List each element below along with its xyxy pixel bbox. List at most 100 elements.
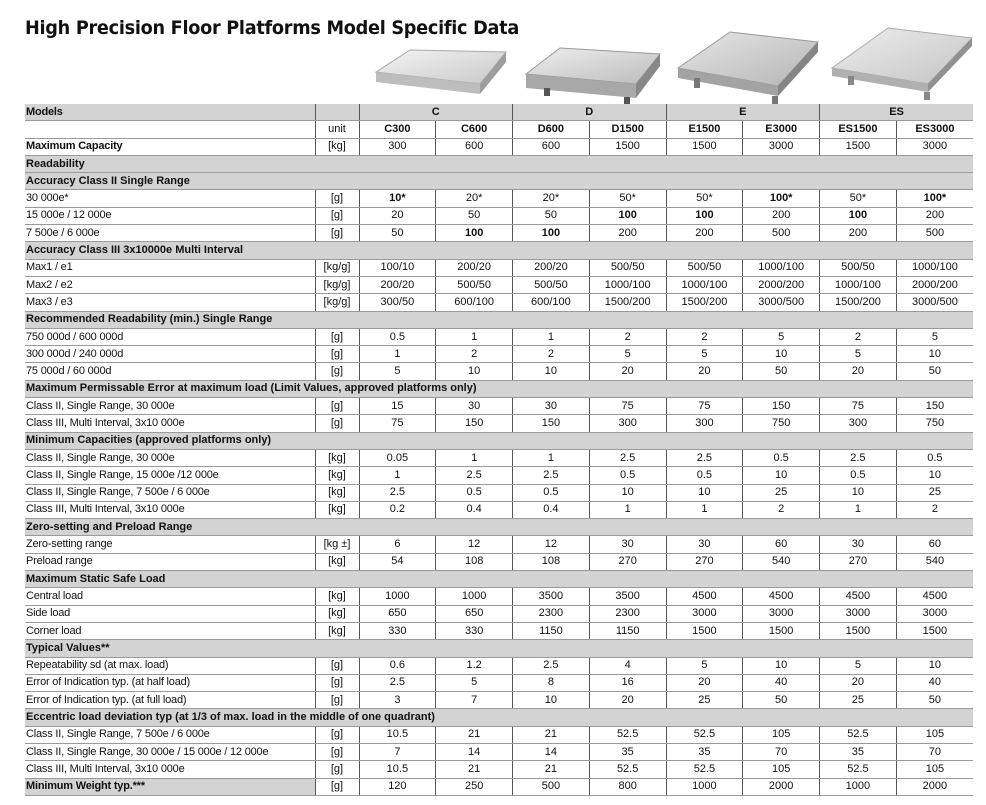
cell-value: 2 bbox=[665, 328, 743, 347]
cell-value: 100/10 bbox=[358, 259, 436, 277]
cell-value: 1 bbox=[435, 449, 513, 468]
table-row: Class II, Single Range, 30 000e [g] 15 30 30… bbox=[25, 397, 974, 416]
model-name: C600 bbox=[435, 120, 513, 139]
cell-value: 25 bbox=[895, 484, 974, 502]
cell-value: 5 bbox=[665, 345, 743, 364]
cell-value: 10.5 bbox=[358, 760, 436, 779]
row-unit: [g] bbox=[314, 362, 359, 381]
cell-value: 6 bbox=[358, 535, 436, 554]
cell-value: 100* bbox=[895, 189, 974, 208]
cell-value: 5 bbox=[358, 362, 436, 381]
cell-value: 30 bbox=[665, 535, 743, 554]
row-unit: [g] bbox=[314, 760, 359, 779]
cell-value: 1.2 bbox=[435, 657, 513, 675]
cell-value: 540 bbox=[895, 553, 974, 572]
row-label: Maximum Capacity bbox=[25, 138, 315, 156]
models-label: Models bbox=[25, 104, 315, 122]
cell-value: 52.5 bbox=[665, 726, 743, 744]
cell-value: 1 bbox=[435, 328, 513, 347]
cell-value: 750 bbox=[895, 414, 974, 433]
cell-value: 0.4 bbox=[435, 501, 513, 520]
section-heading: Recommended Readability (min.) Single Ra… bbox=[25, 311, 974, 329]
cell-value: 3000 bbox=[742, 138, 820, 156]
cell-value: 600 bbox=[512, 138, 590, 156]
cell-value: 500/50 bbox=[435, 276, 513, 295]
cell-value: 75 bbox=[819, 397, 897, 416]
cell-value: 750 bbox=[742, 414, 820, 433]
cell-value: 100* bbox=[742, 189, 820, 208]
min-weight-row: Minimum Weight typ.*** [g] 120 250 500 800 100… bbox=[25, 778, 974, 796]
row-label: Class II, Single Range, 15 000e /12 000e bbox=[25, 466, 315, 485]
cell-value: 2.5 bbox=[512, 657, 590, 675]
cell-value: 5 bbox=[435, 674, 513, 693]
cell-value: 30 bbox=[819, 535, 897, 554]
cell-value: 20 bbox=[665, 362, 743, 381]
cell-value: 3000/500 bbox=[895, 293, 974, 312]
row-label: 75 000d / 60 000d bbox=[25, 362, 315, 381]
cell-value: 8 bbox=[512, 674, 590, 693]
row-label: Class II, Single Range, 7 500e / 6 000e bbox=[25, 726, 315, 744]
cell-value: 0.4 bbox=[512, 501, 590, 520]
table-row: 75 000d / 60 000d [g] 5 10 10 20 20 50 20 50 bbox=[25, 362, 974, 381]
model-name: D1500 bbox=[588, 120, 667, 139]
cell-value: 2000/200 bbox=[742, 276, 820, 295]
table-row: Side load [kg] 650 650 2300 2300 3000 3000 3000 3… bbox=[25, 605, 974, 623]
row-label: 30 000e* bbox=[25, 189, 315, 208]
cell-value: 2.5 bbox=[512, 466, 590, 485]
cell-value: 150 bbox=[512, 414, 590, 433]
row-label: Class II, Single Range, 30 000e / 15 000… bbox=[25, 743, 315, 762]
cell-value: 300 bbox=[819, 414, 897, 433]
cell-value: 21 bbox=[435, 726, 513, 744]
cell-value: 1500 bbox=[742, 622, 820, 641]
model-names-blank bbox=[25, 120, 315, 139]
table-row: Max1 / e1 [kg/g] 100/10 200/20 200/20 500/50 5… bbox=[25, 259, 974, 277]
cell-value: 75 bbox=[358, 414, 436, 433]
cell-value: 100 bbox=[435, 224, 513, 243]
table-row: Max2 / e2 [kg/g] 200/20 500/50 500/50 1000/10… bbox=[25, 276, 974, 295]
section-heading-row: Typical Values** bbox=[25, 639, 974, 658]
cell-value: 30 bbox=[588, 535, 667, 554]
cell-value: 0.5 bbox=[358, 328, 436, 347]
row-unit: [g] bbox=[314, 726, 359, 744]
cell-value: 1500 bbox=[895, 622, 974, 641]
cell-value: 50 bbox=[895, 362, 974, 381]
row-label: Error of Indication typ. (at half load) bbox=[25, 674, 315, 693]
cell-value: 40 bbox=[742, 674, 820, 693]
unit-header: unit bbox=[314, 120, 359, 139]
cell-value: 1500 bbox=[665, 622, 743, 641]
table-row: Central load [kg] 1000 1000 3500 3500 4500 4500… bbox=[25, 587, 974, 606]
row-label: Error of Indication typ. (at full load) bbox=[25, 691, 315, 710]
section-heading-row: Accuracy Class III 3x10000e Multi Interv… bbox=[25, 241, 974, 260]
cell-value: 35 bbox=[819, 743, 897, 762]
cell-value: 600/100 bbox=[512, 293, 590, 312]
max-capacity-row: Maximum Capacity [kg] 300 600 600 1500 1… bbox=[25, 138, 974, 156]
cell-value: 1500 bbox=[819, 138, 897, 156]
cell-value: 100 bbox=[588, 207, 667, 226]
table-row: Error of Indication typ. (at full load)[… bbox=[25, 691, 974, 710]
cell-value: 1500/200 bbox=[665, 293, 743, 312]
platform-images bbox=[0, 20, 986, 104]
cell-value: 1500 bbox=[819, 622, 897, 641]
section-heading-row: Maximum Permissable Error at maximum loa… bbox=[25, 380, 974, 399]
cell-value: 1000/100 bbox=[665, 276, 743, 295]
cell-value: 4500 bbox=[819, 587, 897, 606]
cell-value: 10 bbox=[435, 362, 513, 381]
cell-value: 1 bbox=[819, 501, 897, 520]
table-row: Max3 / e3 [kg/g] 300/50 600/100 600/100 1500/… bbox=[25, 293, 974, 312]
cell-value: 270 bbox=[665, 553, 743, 572]
cell-value: 52.5 bbox=[588, 726, 667, 744]
row-unit: [g] bbox=[314, 207, 359, 226]
cell-value: 2 bbox=[512, 345, 590, 364]
cell-value: 150 bbox=[435, 414, 513, 433]
section-heading: Zero-setting and Preload Range bbox=[25, 518, 974, 537]
cell-value: 800 bbox=[588, 778, 667, 796]
cell-value: 20 bbox=[819, 362, 897, 381]
cell-value: 108 bbox=[512, 553, 590, 572]
table-row: 750 000d / 600 000d [g] 0.5 1 1 2 2 5 2 5 bbox=[25, 328, 974, 347]
row-unit: [g] bbox=[314, 414, 359, 433]
table-row: Class II, Single Range, 30 000e / 15 000… bbox=[25, 743, 974, 762]
cell-value: 0.05 bbox=[358, 449, 436, 468]
cell-value: 35 bbox=[588, 743, 667, 762]
row-unit: [kg] bbox=[314, 587, 359, 606]
row-label: Corner load bbox=[25, 622, 315, 641]
